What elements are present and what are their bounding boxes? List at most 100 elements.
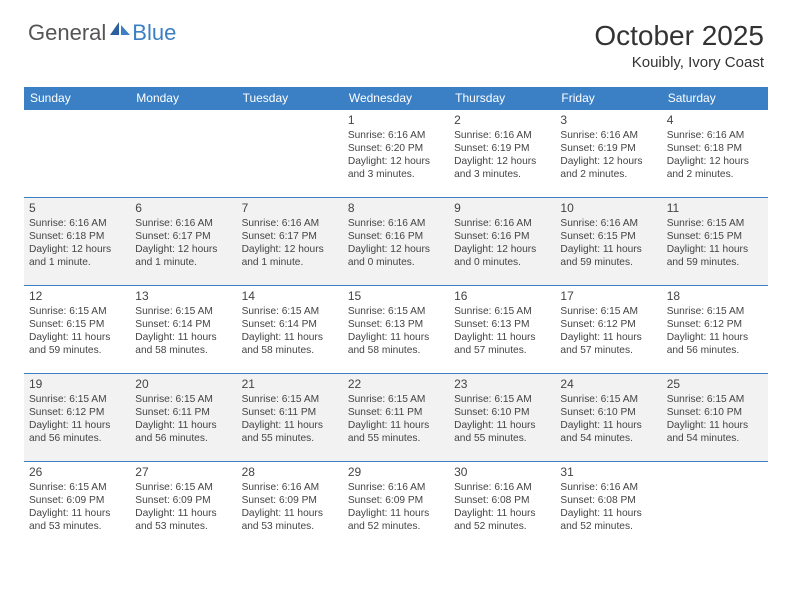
sunrise-text: Sunrise: 6:15 AM <box>560 393 656 406</box>
calendar-day-cell: 16Sunrise: 6:15 AMSunset: 6:13 PMDayligh… <box>449 286 555 374</box>
calendar-day-cell: 3Sunrise: 6:16 AMSunset: 6:19 PMDaylight… <box>555 110 661 198</box>
sunset-text: Sunset: 6:18 PM <box>29 230 125 243</box>
day-number: 16 <box>454 289 550 303</box>
daylight-text: Daylight: 11 hours and 54 minutes. <box>560 419 656 445</box>
sunrise-text: Sunrise: 6:16 AM <box>348 217 444 230</box>
calendar-day-cell <box>662 462 768 550</box>
daylight-text: Daylight: 11 hours and 59 minutes. <box>29 331 125 357</box>
sunset-text: Sunset: 6:09 PM <box>348 494 444 507</box>
calendar-day-cell: 11Sunrise: 6:15 AMSunset: 6:15 PMDayligh… <box>662 198 768 286</box>
sunset-text: Sunset: 6:10 PM <box>667 406 763 419</box>
daylight-text: Daylight: 11 hours and 53 minutes. <box>29 507 125 533</box>
logo: General Blue <box>28 20 176 46</box>
sunrise-text: Sunrise: 6:16 AM <box>454 129 550 142</box>
sunset-text: Sunset: 6:12 PM <box>29 406 125 419</box>
calendar-day-cell: 27Sunrise: 6:15 AMSunset: 6:09 PMDayligh… <box>130 462 236 550</box>
day-number: 12 <box>29 289 125 303</box>
sunset-text: Sunset: 6:14 PM <box>242 318 338 331</box>
sunrise-text: Sunrise: 6:15 AM <box>135 393 231 406</box>
day-number: 29 <box>348 465 444 479</box>
day-number: 17 <box>560 289 656 303</box>
sunrise-text: Sunrise: 6:15 AM <box>667 393 763 406</box>
day-number: 10 <box>560 201 656 215</box>
daylight-text: Daylight: 11 hours and 56 minutes. <box>135 419 231 445</box>
calendar-header-row: SundayMondayTuesdayWednesdayThursdayFrid… <box>24 87 768 110</box>
day-number: 21 <box>242 377 338 391</box>
day-header: Saturday <box>662 87 768 110</box>
day-number: 2 <box>454 113 550 127</box>
calendar-day-cell: 1Sunrise: 6:16 AMSunset: 6:20 PMDaylight… <box>343 110 449 198</box>
calendar-day-cell <box>24 110 130 198</box>
day-number: 19 <box>29 377 125 391</box>
daylight-text: Daylight: 12 hours and 2 minutes. <box>560 155 656 181</box>
sunrise-text: Sunrise: 6:15 AM <box>667 217 763 230</box>
sunset-text: Sunset: 6:09 PM <box>29 494 125 507</box>
calendar-day-cell: 26Sunrise: 6:15 AMSunset: 6:09 PMDayligh… <box>24 462 130 550</box>
calendar-week-row: 5Sunrise: 6:16 AMSunset: 6:18 PMDaylight… <box>24 198 768 286</box>
daylight-text: Daylight: 12 hours and 2 minutes. <box>667 155 763 181</box>
calendar-day-cell: 9Sunrise: 6:16 AMSunset: 6:16 PMDaylight… <box>449 198 555 286</box>
calendar-day-cell: 23Sunrise: 6:15 AMSunset: 6:10 PMDayligh… <box>449 374 555 462</box>
sunset-text: Sunset: 6:15 PM <box>29 318 125 331</box>
sunrise-text: Sunrise: 6:16 AM <box>348 481 444 494</box>
sunrise-text: Sunrise: 6:15 AM <box>348 305 444 318</box>
calendar-day-cell: 21Sunrise: 6:15 AMSunset: 6:11 PMDayligh… <box>237 374 343 462</box>
sunset-text: Sunset: 6:11 PM <box>242 406 338 419</box>
daylight-text: Daylight: 11 hours and 59 minutes. <box>667 243 763 269</box>
logo-sail-icon <box>110 22 130 36</box>
calendar-day-cell: 20Sunrise: 6:15 AMSunset: 6:11 PMDayligh… <box>130 374 236 462</box>
calendar-day-cell: 13Sunrise: 6:15 AMSunset: 6:14 PMDayligh… <box>130 286 236 374</box>
calendar-day-cell <box>237 110 343 198</box>
calendar-day-cell: 28Sunrise: 6:16 AMSunset: 6:09 PMDayligh… <box>237 462 343 550</box>
page-header: General Blue October 2025 Kouibly, Ivory… <box>0 0 792 79</box>
day-number: 30 <box>454 465 550 479</box>
day-number: 28 <box>242 465 338 479</box>
sunset-text: Sunset: 6:14 PM <box>135 318 231 331</box>
calendar-day-cell <box>130 110 236 198</box>
day-header: Thursday <box>449 87 555 110</box>
logo-text-blue: Blue <box>132 20 176 46</box>
sunrise-text: Sunrise: 6:16 AM <box>454 481 550 494</box>
calendar-body: 1Sunrise: 6:16 AMSunset: 6:20 PMDaylight… <box>24 110 768 550</box>
sunrise-text: Sunrise: 6:16 AM <box>454 217 550 230</box>
calendar-day-cell: 25Sunrise: 6:15 AMSunset: 6:10 PMDayligh… <box>662 374 768 462</box>
sunrise-text: Sunrise: 6:16 AM <box>348 129 444 142</box>
logo-text-general: General <box>28 20 106 46</box>
day-header: Tuesday <box>237 87 343 110</box>
daylight-text: Daylight: 12 hours and 1 minute. <box>29 243 125 269</box>
day-number: 31 <box>560 465 656 479</box>
day-header: Wednesday <box>343 87 449 110</box>
sunset-text: Sunset: 6:12 PM <box>667 318 763 331</box>
day-number: 27 <box>135 465 231 479</box>
sunrise-text: Sunrise: 6:15 AM <box>454 393 550 406</box>
calendar-week-row: 12Sunrise: 6:15 AMSunset: 6:15 PMDayligh… <box>24 286 768 374</box>
sunrise-text: Sunrise: 6:16 AM <box>242 217 338 230</box>
sunset-text: Sunset: 6:18 PM <box>667 142 763 155</box>
sunset-text: Sunset: 6:08 PM <box>560 494 656 507</box>
day-header: Monday <box>130 87 236 110</box>
calendar-day-cell: 5Sunrise: 6:16 AMSunset: 6:18 PMDaylight… <box>24 198 130 286</box>
daylight-text: Daylight: 12 hours and 0 minutes. <box>348 243 444 269</box>
day-number: 9 <box>454 201 550 215</box>
calendar-day-cell: 19Sunrise: 6:15 AMSunset: 6:12 PMDayligh… <box>24 374 130 462</box>
day-number: 1 <box>348 113 444 127</box>
daylight-text: Daylight: 11 hours and 53 minutes. <box>242 507 338 533</box>
calendar-day-cell: 14Sunrise: 6:15 AMSunset: 6:14 PMDayligh… <box>237 286 343 374</box>
daylight-text: Daylight: 11 hours and 57 minutes. <box>454 331 550 357</box>
day-number: 23 <box>454 377 550 391</box>
calendar-week-row: 26Sunrise: 6:15 AMSunset: 6:09 PMDayligh… <box>24 462 768 550</box>
sunrise-text: Sunrise: 6:15 AM <box>135 481 231 494</box>
sunrise-text: Sunrise: 6:16 AM <box>29 217 125 230</box>
calendar-day-cell: 4Sunrise: 6:16 AMSunset: 6:18 PMDaylight… <box>662 110 768 198</box>
calendar-day-cell: 2Sunrise: 6:16 AMSunset: 6:19 PMDaylight… <box>449 110 555 198</box>
sunset-text: Sunset: 6:08 PM <box>454 494 550 507</box>
sunrise-text: Sunrise: 6:15 AM <box>29 481 125 494</box>
title-block: October 2025 Kouibly, Ivory Coast <box>594 20 764 71</box>
day-number: 4 <box>667 113 763 127</box>
day-number: 6 <box>135 201 231 215</box>
calendar-day-cell: 24Sunrise: 6:15 AMSunset: 6:10 PMDayligh… <box>555 374 661 462</box>
sunrise-text: Sunrise: 6:15 AM <box>29 305 125 318</box>
sunrise-text: Sunrise: 6:15 AM <box>454 305 550 318</box>
daylight-text: Daylight: 12 hours and 3 minutes. <box>348 155 444 181</box>
sunset-text: Sunset: 6:11 PM <box>348 406 444 419</box>
